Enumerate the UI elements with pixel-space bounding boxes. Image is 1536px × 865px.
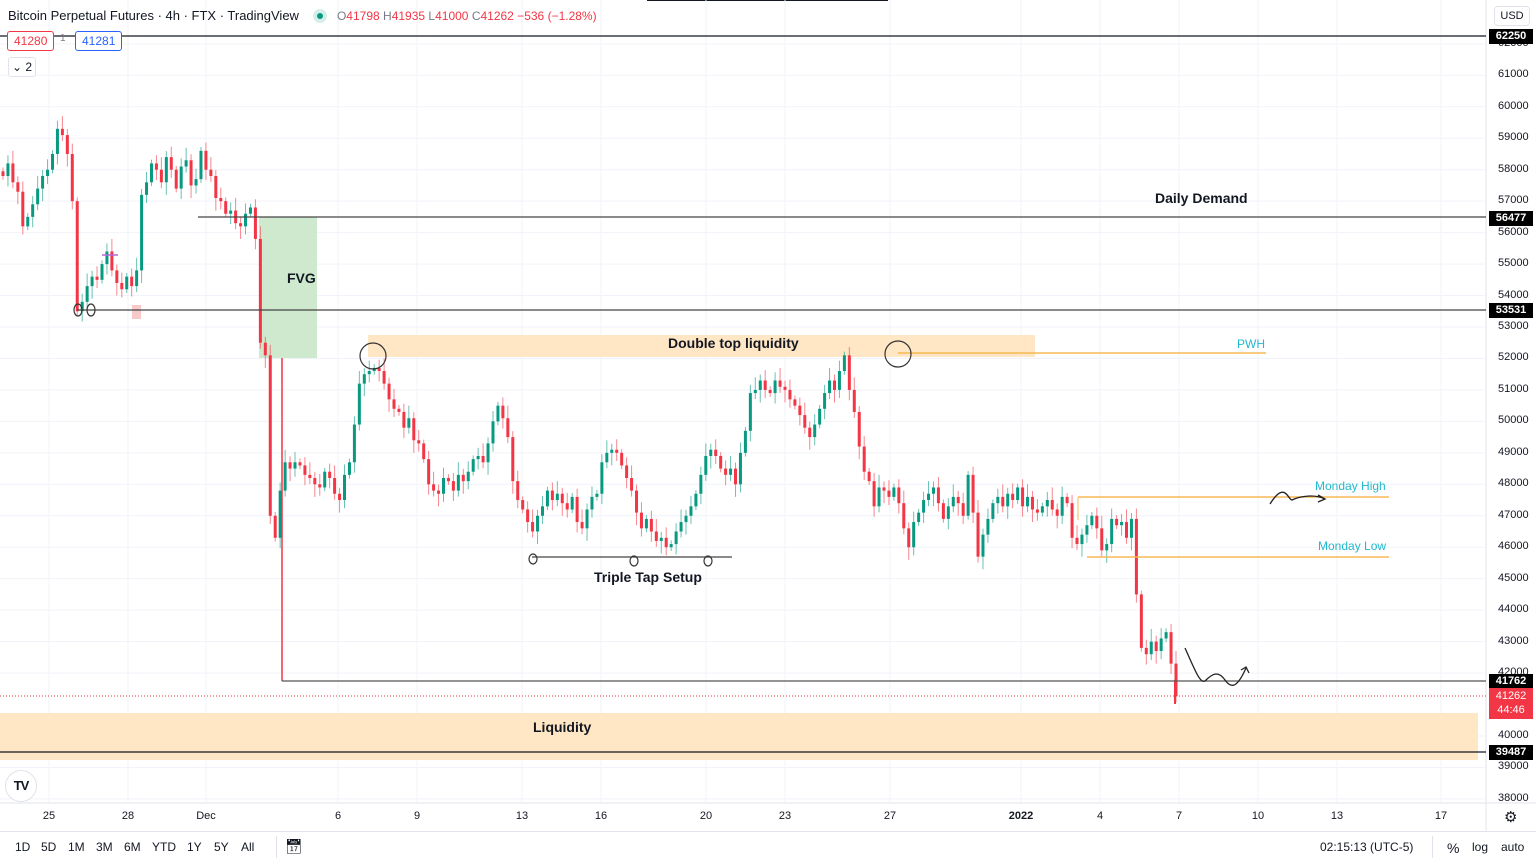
range-button-6m[interactable]: 6M xyxy=(124,840,141,854)
time-tick-label: 4 xyxy=(1096,810,1104,822)
price-tick-label: 48000 xyxy=(1498,477,1529,490)
time-tick-label: 20 xyxy=(699,810,713,822)
percent-scale-toggle[interactable]: % xyxy=(1447,840,1460,856)
toolbar-divider xyxy=(1432,836,1433,858)
price-tick-label: 49000 xyxy=(1498,445,1529,458)
price-tick-label: 38000 xyxy=(1498,791,1529,804)
price-tick-label: 60000 xyxy=(1498,99,1529,112)
time-tick-label: 23 xyxy=(778,810,792,822)
annotation-triple-tap[interactable]: Triple Tap Setup xyxy=(594,569,702,585)
price-tick-label: 44000 xyxy=(1498,603,1529,616)
price-tick-label: 46000 xyxy=(1498,540,1529,553)
last-price-tag: 41262 44:46 xyxy=(1489,688,1533,719)
log-scale-toggle[interactable]: log xyxy=(1472,840,1489,854)
time-tick-label: 7 xyxy=(1175,810,1183,822)
chart-legend: Bitcoin Perpetual Futures · 4h · FTX · T… xyxy=(8,8,601,23)
price-tick-label: 59000 xyxy=(1498,131,1529,144)
time-tick-label: 9 xyxy=(413,810,421,822)
price-tick-label: 56000 xyxy=(1498,225,1529,238)
range-button-3m[interactable]: 3M xyxy=(96,840,113,854)
price-level-tag: 53531 xyxy=(1489,303,1533,319)
annotation-fvg[interactable]: FVG xyxy=(287,270,316,286)
range-button-1d[interactable]: 1D xyxy=(15,840,31,854)
tradingview-logo-icon[interactable]: TV xyxy=(5,770,37,802)
ohlc-values: O41798 H41935 L41000 C41262 −536 (−1.28%… xyxy=(336,8,597,23)
annotation-liquidity[interactable]: Liquidity xyxy=(533,719,592,735)
time-tick-label: 2022 xyxy=(1008,810,1034,822)
toolbar-divider xyxy=(276,836,277,858)
range-button-all[interactable]: All xyxy=(241,840,255,854)
range-button-ytd[interactable]: YTD xyxy=(152,840,176,854)
price-tick-label: 52000 xyxy=(1498,351,1529,364)
time-tick-label: 13 xyxy=(1330,810,1344,822)
time-tick-label: Dec xyxy=(196,810,216,822)
time-tick-label: 28 xyxy=(121,810,135,822)
price-tick-label: 43000 xyxy=(1498,634,1529,647)
price-tick-label: 53000 xyxy=(1498,320,1529,332)
buy-price-button[interactable]: 41281 xyxy=(75,31,123,51)
price-level-tag: 39487 xyxy=(1489,745,1533,761)
time-tick-label: 16 xyxy=(594,810,608,822)
settings-gear-icon[interactable]: ⚙ xyxy=(1504,809,1518,826)
price-tick-label: 50000 xyxy=(1498,414,1529,427)
price-tick-label: 61000 xyxy=(1498,68,1529,81)
price-level-tag: 56477 xyxy=(1489,210,1533,226)
liquidity-zone xyxy=(0,713,1478,760)
price-tick-label: 39000 xyxy=(1498,760,1529,773)
price-tick-label: 58000 xyxy=(1498,162,1529,175)
annotation-double-top[interactable]: Double top liquidity xyxy=(668,335,799,351)
time-tick-label: 13 xyxy=(515,810,529,822)
price-level-tag: 41762 xyxy=(1489,673,1533,689)
time-tick-label: 27 xyxy=(883,810,897,822)
indicators-collapse-button[interactable]: ⌄ 2 xyxy=(8,57,36,77)
time-tick-label: 6 xyxy=(334,810,342,822)
spread-value: 1 xyxy=(60,33,66,44)
price-level-tag: 62250 xyxy=(1489,29,1533,44)
price-tick-label: 47000 xyxy=(1498,508,1529,521)
symbol-title[interactable]: Bitcoin Perpetual Futures · 4h · FTX · T… xyxy=(8,8,299,23)
double-top-liquidity-zone xyxy=(368,335,1035,357)
bottom-toolbar xyxy=(0,831,1536,865)
annotation-monday-high[interactable]: Monday High xyxy=(1315,479,1386,493)
price-tick-label: 40000 xyxy=(1498,728,1529,741)
market-status-icon xyxy=(312,8,327,23)
range-button-1m[interactable]: 1M xyxy=(68,840,85,854)
time-tick-label: 10 xyxy=(1251,810,1265,822)
price-tick-label: 54000 xyxy=(1498,288,1529,301)
price-tick-label: 51000 xyxy=(1498,382,1529,395)
price-tick-label: 57000 xyxy=(1498,194,1529,207)
price-tick-label: 55000 xyxy=(1498,257,1529,270)
annotation-monday-low[interactable]: Monday Low xyxy=(1318,539,1387,553)
range-button-5y[interactable]: 5Y xyxy=(214,840,229,854)
fvg-zone xyxy=(259,217,317,358)
time-tick-label: 17 xyxy=(1434,810,1448,822)
annotation-pwh[interactable]: PWH xyxy=(1237,337,1265,351)
range-button-1y[interactable]: 1Y xyxy=(187,840,202,854)
auto-scale-toggle[interactable]: auto xyxy=(1501,840,1525,854)
annotation-daily-demand[interactable]: Daily Demand xyxy=(1155,190,1248,206)
time-tick-label: 25 xyxy=(42,810,56,822)
goto-date-calendar-icon[interactable]: 📅︎ xyxy=(285,838,303,854)
price-tick-label: 45000 xyxy=(1498,571,1529,584)
clock-timezone[interactable]: 02:15:13 (UTC-5) xyxy=(1320,840,1414,854)
range-button-5d[interactable]: 5D xyxy=(41,840,57,854)
currency-select[interactable]: USD ⌄ xyxy=(1494,6,1530,40)
sell-price-button[interactable]: 41280 xyxy=(7,31,55,51)
